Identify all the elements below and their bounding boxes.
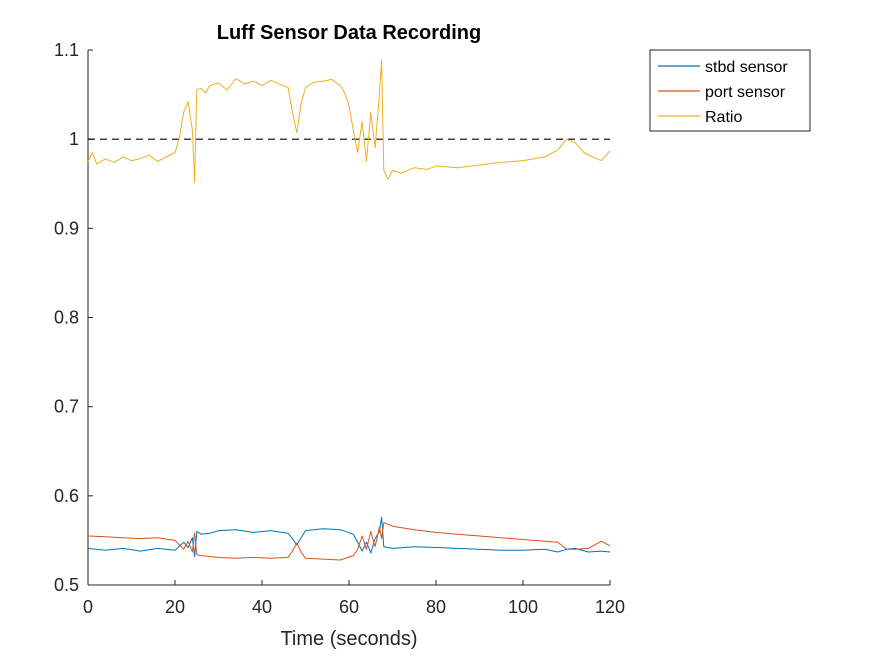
legend: stbd sensor port sensor Ratio [649,49,811,132]
x-tick-label: 40 [252,597,272,617]
legend-label-stbd-sensor: stbd sensor [705,59,788,76]
y-tick-label: 1 [69,129,79,149]
chart-title: Luff Sensor Data Recording [217,22,481,44]
y-tick-label: 1.1 [54,40,79,60]
plot-area: 0 20 40 60 80 100 120 0.5 0.6 0.7 0.8 0.9 1 1.1 [54,40,625,617]
y-tick-label: 0.8 [54,308,79,328]
legend-label-port-sensor: port sensor [705,84,786,101]
series-line-port-sensor [87,522,611,561]
x-axis-label: Time (seconds) [280,628,417,650]
x-tick-label: 20 [165,597,185,617]
legend-label-ratio: Ratio [705,109,742,126]
y-tick-label: 0.6 [54,486,79,506]
y-tick-label: 0.9 [54,218,79,238]
series-line-stbd-sensor [87,516,611,557]
y-tick-label: 0.5 [54,575,79,595]
x-tick-label: 0 [83,597,93,617]
y-tick-label: 0.7 [54,397,79,417]
x-tick-label: 100 [508,597,538,617]
x-tick-label: 60 [339,597,359,617]
x-tick-label: 120 [595,597,625,617]
x-tick-label: 80 [426,597,446,617]
series-line-ratio [87,59,611,183]
